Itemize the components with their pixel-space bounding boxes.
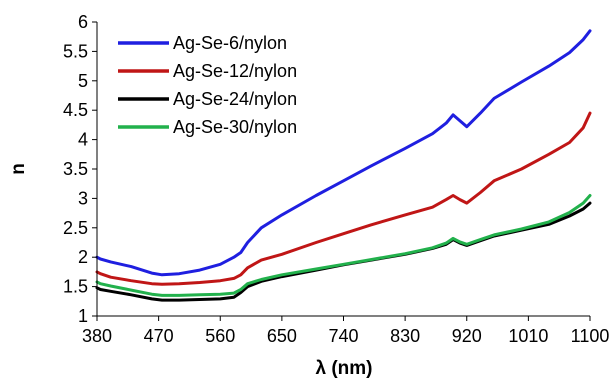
- series-line-4: [95, 194, 592, 297]
- x-tick-label: 1100: [571, 326, 610, 346]
- y-tick-label: 2: [78, 247, 88, 267]
- legend: Ag-Se-6/nylon Ag-Se-12/nylon Ag-Se-24/nylo…: [118, 33, 297, 137]
- x-tick-label: 560: [205, 326, 235, 346]
- axes: [96, 22, 590, 317]
- x-tick-label: 650: [267, 326, 297, 346]
- x-axis-ticks: 380 470 560 650 740 830 920 1010 1100: [82, 316, 609, 346]
- legend-label-4: Ag-Se-30/nylon: [173, 117, 297, 137]
- x-tick-label: 830: [390, 326, 420, 346]
- x-tick-label: 470: [144, 326, 174, 346]
- series-line-1: [95, 29, 592, 277]
- y-axis-ticks: 1 1.5 2 2.5 3 3.5 4 4.5 5 5.5 6: [63, 12, 97, 326]
- y-tick-label: 1: [78, 306, 88, 326]
- x-tick-label: 1010: [508, 326, 548, 346]
- y-tick-label: 5.5: [63, 41, 88, 61]
- series-line-2: [95, 111, 592, 286]
- x-tick-label: 380: [82, 326, 112, 346]
- y-tick-label: 2.5: [63, 218, 88, 238]
- y-tick-label: 4: [78, 130, 88, 150]
- plot-lines: [95, 29, 592, 302]
- legend-label-2: Ag-Se-12/nylon: [173, 61, 297, 81]
- x-tick-label: 740: [328, 326, 358, 346]
- y-tick-label: 5: [78, 71, 88, 91]
- x-axis-title: λ (nm): [316, 358, 373, 379]
- x-tick-label: 920: [452, 326, 482, 346]
- y-tick-label: 3.5: [63, 159, 88, 179]
- y-tick-label: 6: [78, 12, 88, 32]
- y-tick-label: 3: [78, 188, 88, 208]
- y-axis-title: n: [8, 163, 29, 175]
- series-line-3: [95, 201, 592, 302]
- legend-label-3: Ag-Se-24/nylon: [173, 89, 297, 109]
- legend-label-1: Ag-Se-6/nylon: [173, 33, 287, 53]
- y-tick-label: 4.5: [63, 100, 88, 120]
- y-tick-label: 1.5: [63, 277, 88, 297]
